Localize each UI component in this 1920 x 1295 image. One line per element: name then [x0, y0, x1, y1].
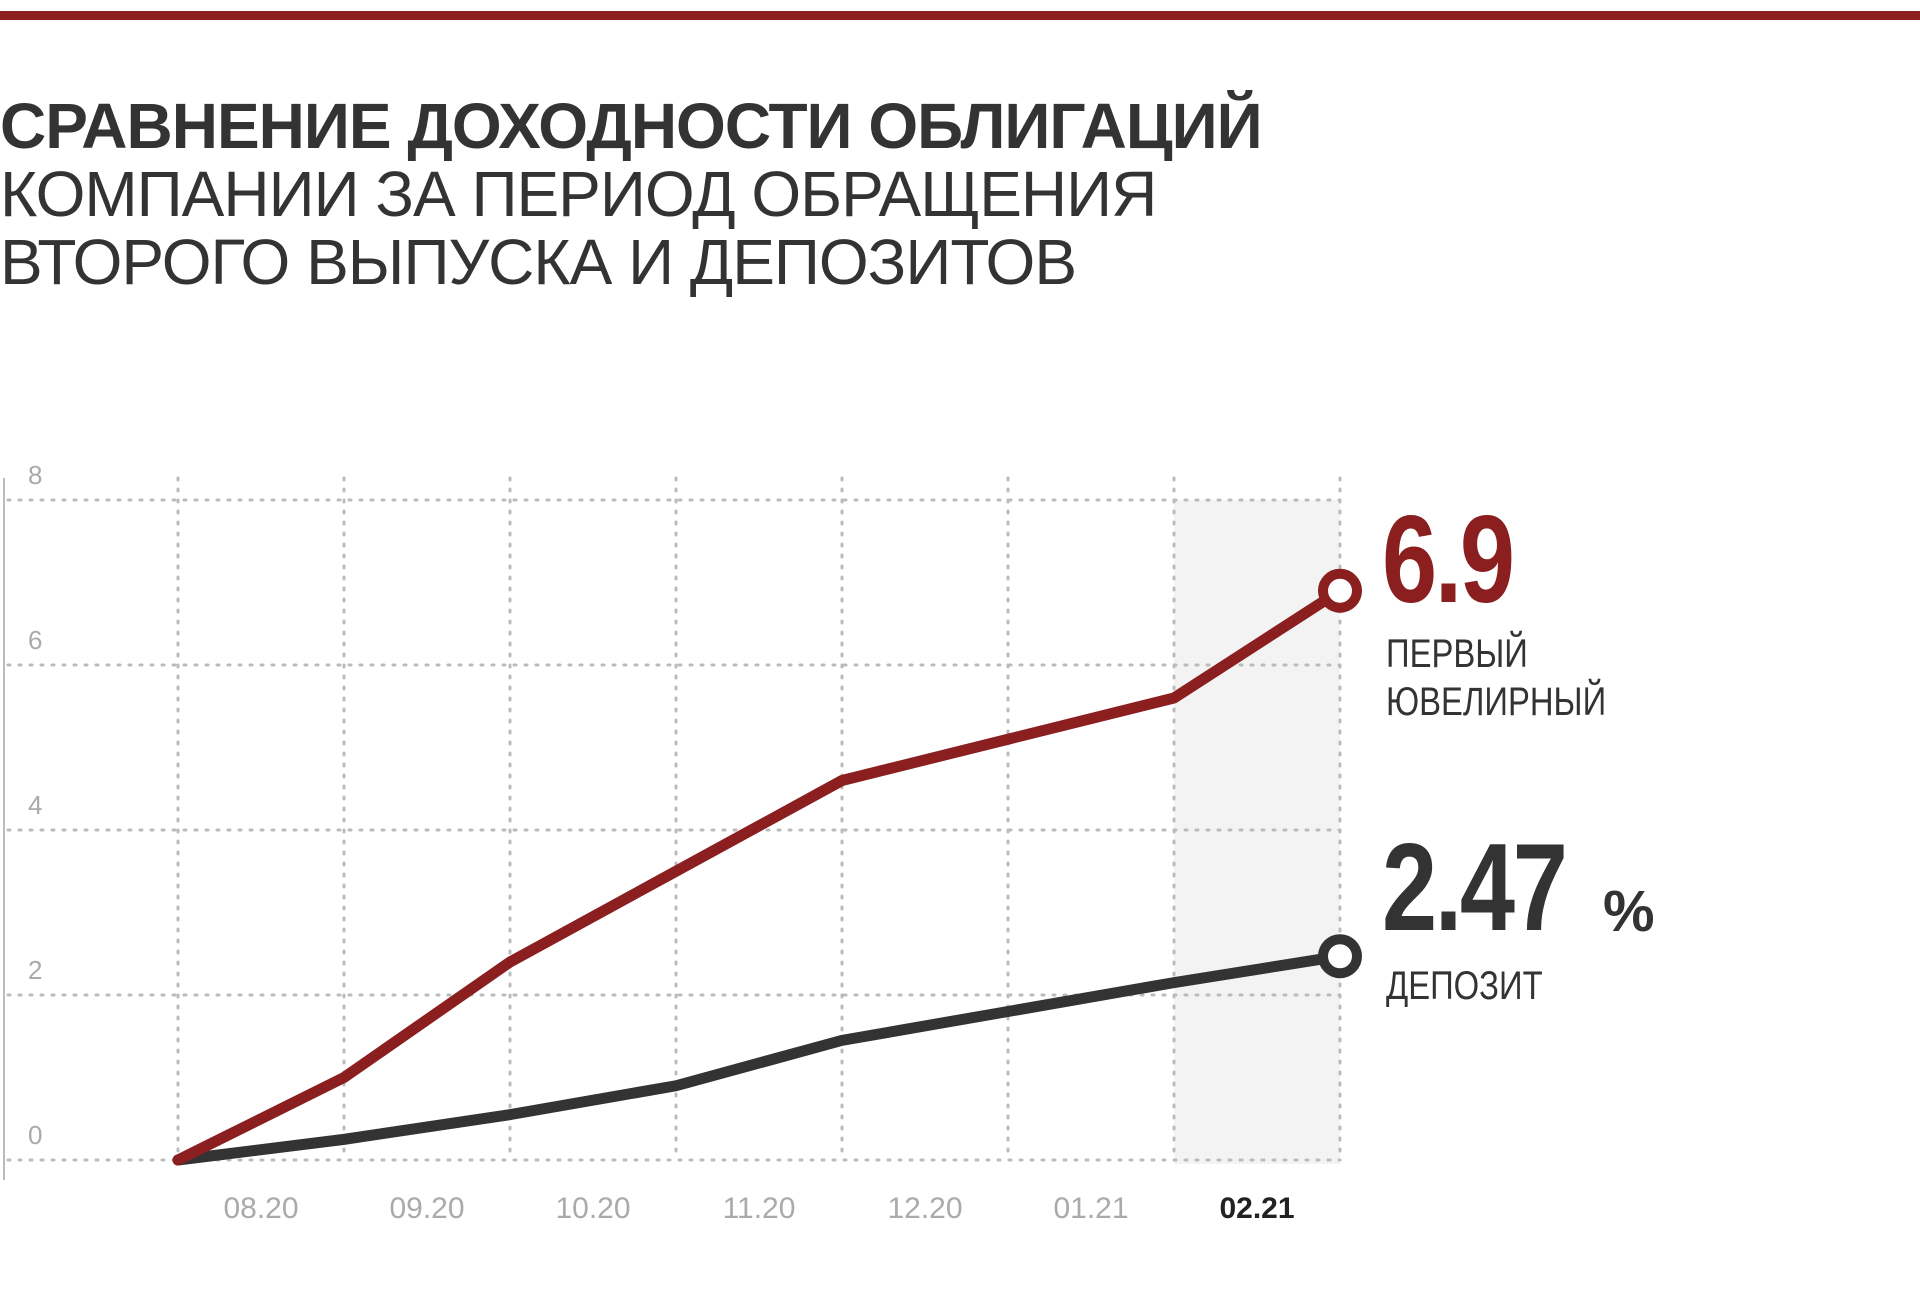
top-accent-rule [0, 11, 1920, 20]
title-line-1: СРАВНЕНИЕ ДОХОДНОСТИ ОБЛИГАЦИЙ [0, 90, 1263, 162]
x-tick-label: 01.21 [1053, 1192, 1128, 1225]
deposit-legend-label: ДЕПОЗИТ [1386, 964, 1543, 1008]
title-line-2: КОМПАНИИ ЗА ПЕРИОД ОБРАЩЕНИЯ [0, 158, 1157, 230]
bond-legend-label-line1: ПЕРВЫЙ [1386, 632, 1528, 676]
series-end-marker-bond [1318, 568, 1362, 613]
y-tick-label: 2 [28, 955, 42, 985]
x-tick-label: 02.21 [1219, 1192, 1294, 1225]
series-line-bond [172, 585, 1346, 1166]
deposit-end-value: 2.47 [1382, 819, 1568, 957]
x-tick-label: 12.20 [887, 1192, 962, 1225]
x-tick-label: 10.20 [555, 1192, 630, 1225]
y-tick-label: 6 [28, 625, 42, 655]
series-end-marker-deposit [1318, 934, 1362, 979]
y-tick-label: 0 [28, 1120, 42, 1150]
y-tick-label: 8 [28, 460, 42, 490]
title-line-3: ВТОРОГО ВЫПУСКА И ДЕПОЗИТОВ [0, 226, 1077, 298]
bond-legend-label-line2: ЮВЕЛИРНЫЙ [1386, 680, 1607, 724]
y-tick-label: 4 [28, 790, 42, 820]
x-tick-label: 09.20 [389, 1192, 464, 1225]
chart-title: СРАВНЕНИЕ ДОХОДНОСТИ ОБЛИГАЦИЙ КОМПАНИИ … [0, 92, 1400, 296]
deposit-percent-sign: % [1603, 879, 1655, 944]
x-tick-label: 11.20 [723, 1192, 796, 1225]
series-line-deposit [172, 950, 1346, 1166]
bond-end-value: 6.9 [1382, 491, 1515, 629]
highlight-band [1174, 500, 1340, 1164]
x-tick-label: 08.20 [223, 1192, 298, 1225]
